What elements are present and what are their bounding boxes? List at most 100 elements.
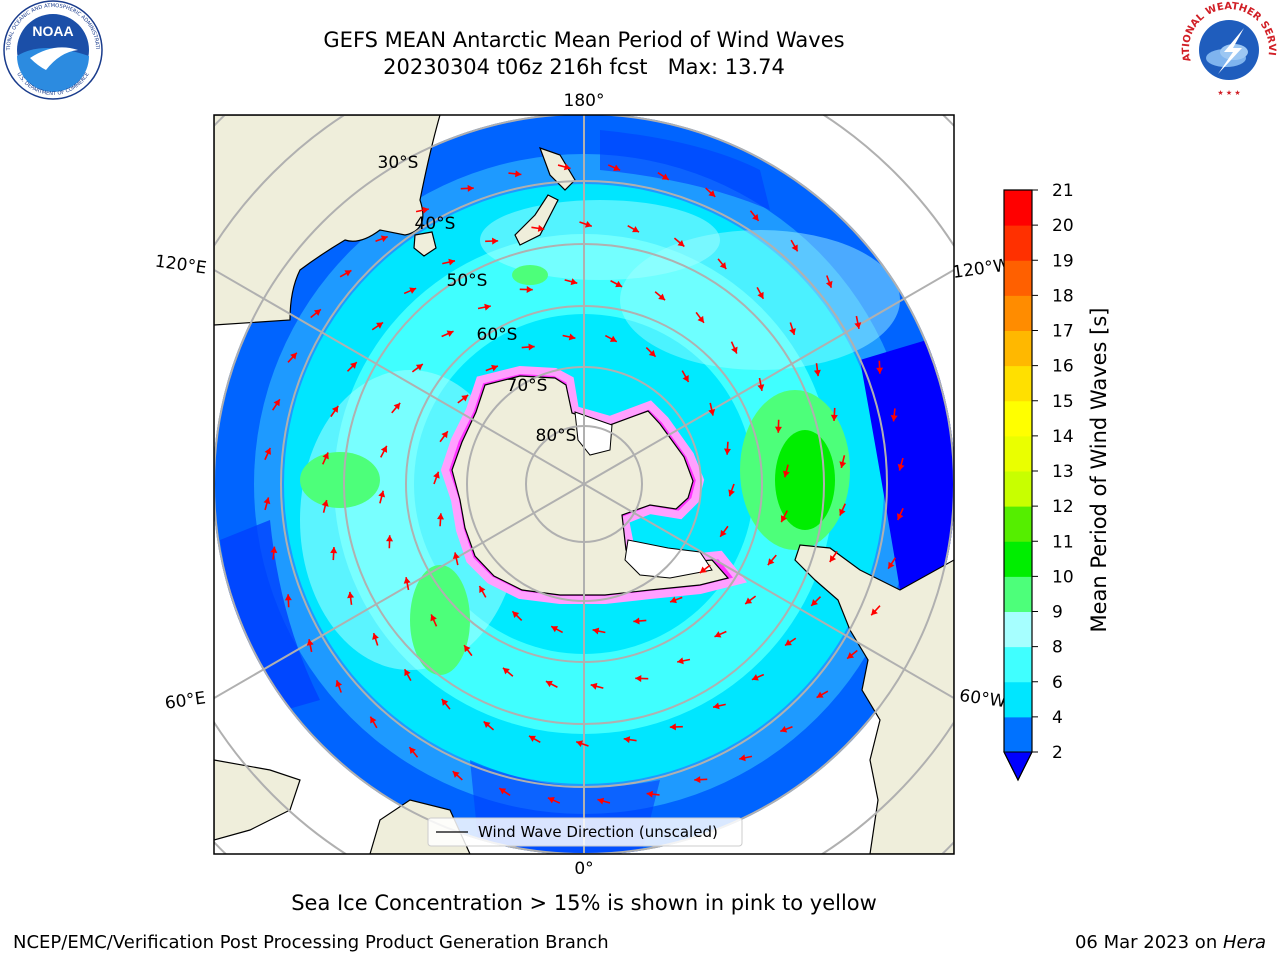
wave-direction-arrowhead (669, 723, 676, 731)
colorbar-segment (1004, 190, 1032, 226)
wave-direction-arrowhead (372, 633, 379, 640)
wave-direction-arrowhead (829, 555, 837, 563)
colorbar-segment (1004, 506, 1032, 542)
wave-direction-arrowhead (714, 631, 722, 638)
lat-label-50s: 50°S (447, 271, 488, 291)
wave-direction-arrowhead (677, 657, 684, 665)
wave-direction-arrowhead (839, 508, 846, 516)
wave-direction-arrowhead (897, 513, 904, 521)
wave-direction-arrowhead (433, 471, 440, 479)
wave-direction-arrowhead (720, 529, 727, 537)
chart-title: GEFS MEAN Antarctic Mean Period of Wind … (323, 28, 845, 52)
wave-direction-arrowhead (623, 736, 631, 744)
wave-direction-arrowhead (499, 788, 507, 795)
wave-direction-arrowhead (791, 244, 798, 252)
graticule (214, 115, 954, 854)
wave-direction-arrowhead (609, 335, 617, 342)
colorbar-tick-label: 11 (1052, 532, 1074, 552)
antarctica (440, 365, 748, 604)
colorbar-segment (1004, 471, 1032, 507)
colorbar-tick-label: 20 (1052, 216, 1074, 236)
wave-direction-arrowhead (502, 667, 510, 675)
wave-direction-arrowhead (378, 490, 386, 498)
wave-direction-arrowhead (597, 797, 605, 805)
wave-direction-arrowhead (694, 776, 701, 784)
colorbar-segment (1004, 576, 1032, 612)
wave-direction-arrowhead (576, 740, 584, 747)
wave-direction-arrowhead (757, 384, 765, 391)
colorbar-segment (1004, 435, 1032, 472)
wave-direction-arrowhead (483, 721, 491, 729)
wave-direction-arrowhead (264, 447, 271, 455)
svg-text:NOAA: NOAA (32, 23, 73, 39)
lon-label-120e: 120°E (154, 252, 208, 279)
colorbar-extend-arrow (1003, 751, 1033, 782)
wave-direction-arrowhead (825, 280, 833, 288)
colorbar-segment (1004, 365, 1032, 402)
wave-direction-arrowhead (512, 611, 520, 619)
colorbar-tick-label: 8 (1052, 638, 1063, 658)
wave-direction-arrowhead (774, 426, 782, 433)
lon-label-0: 0° (574, 859, 593, 879)
wave-direction-arrowhead (403, 577, 411, 584)
wave-direction-arrowhead (890, 415, 898, 422)
wave-direction-arrowhead (568, 333, 576, 341)
wave-direction-arrowhead (713, 702, 720, 710)
colorbar-tick-label: 18 (1052, 286, 1074, 306)
wave-direction-arrowhead (839, 461, 847, 468)
wave-direction-arrowhead (570, 278, 578, 286)
wave-direction-arrowhead (813, 369, 821, 377)
wave-direction-arrowhead (728, 489, 735, 497)
wave-direction-arrowhead (613, 164, 621, 171)
nws-logo: NATIONAL WEATHER SERVICE ★ ★ ★ (1178, 0, 1277, 98)
wave-direction-arrowhead (780, 725, 788, 733)
wave-direction-arrowhead (376, 322, 384, 329)
wave-direction-arrowhead (446, 330, 454, 337)
colorbar-segment (1004, 646, 1032, 683)
colorbar-segment (1004, 400, 1032, 437)
wave-direction-arrowhead (263, 497, 271, 505)
lon-label-60e: 60°E (164, 688, 207, 713)
wave-direction-arrowhead (370, 716, 377, 724)
wave-direction-arrowhead (335, 680, 343, 688)
lat-label-30s: 30°S (378, 153, 419, 173)
wave-direction-arrowhead (632, 226, 640, 233)
wave-direction-arrowhead (767, 558, 775, 566)
wave-direction-arrowhead (871, 608, 878, 616)
wave-direction-arrowhead (441, 699, 449, 706)
wave-direction-arrowhead (322, 452, 329, 460)
wave-direction-arrowhead (708, 190, 716, 197)
footer-host: Hera (1222, 932, 1266, 953)
colorbar-tick-label: 16 (1052, 357, 1074, 377)
wave-direction-arrowhead (563, 163, 571, 171)
wave-direction-arrowhead (780, 515, 788, 523)
wave-direction-arrowhead (646, 790, 653, 798)
wave-direction-arrowhead (331, 405, 339, 413)
wave-direction-arrowhead (350, 362, 357, 369)
wave-direction-arrowhead (492, 237, 499, 245)
wave-direction-arrowhead (633, 617, 640, 625)
wave-direction-arrowhead (658, 293, 666, 301)
wave-direction-arrowhead (452, 771, 460, 778)
wave-direction-arrowhead (752, 213, 759, 221)
wave-direction-arrowhead (784, 639, 792, 646)
lat-label-70s: 70°S (507, 376, 548, 396)
wave-direction-arrowhead (592, 627, 600, 635)
lon-label-120w: 120°W (951, 255, 1011, 283)
colorbar-tick-label: 4 (1052, 708, 1063, 728)
wave-direction-arrowhead (404, 669, 411, 677)
wave-direction-arrowhead (677, 239, 685, 247)
colorbar-frame (1003, 189, 1033, 782)
wave-direction-arrowhead (528, 343, 535, 351)
lon-label-60w: 60°W (958, 686, 1007, 712)
wave-direction-arrowhead (528, 735, 536, 742)
svg-text:★ ★ ★: ★ ★ ★ (1217, 89, 1240, 97)
lat-label-40s: 40°S (415, 214, 456, 234)
legend-label: Wind Wave Direction (unscaled) (478, 823, 718, 841)
colorbar-segment (1004, 541, 1032, 577)
wave-direction-arrowhead (739, 754, 746, 762)
wave-direction-arrowhead (635, 674, 642, 682)
colorbar-segment (1004, 681, 1032, 718)
wave-direction-arrowhead (393, 402, 401, 410)
